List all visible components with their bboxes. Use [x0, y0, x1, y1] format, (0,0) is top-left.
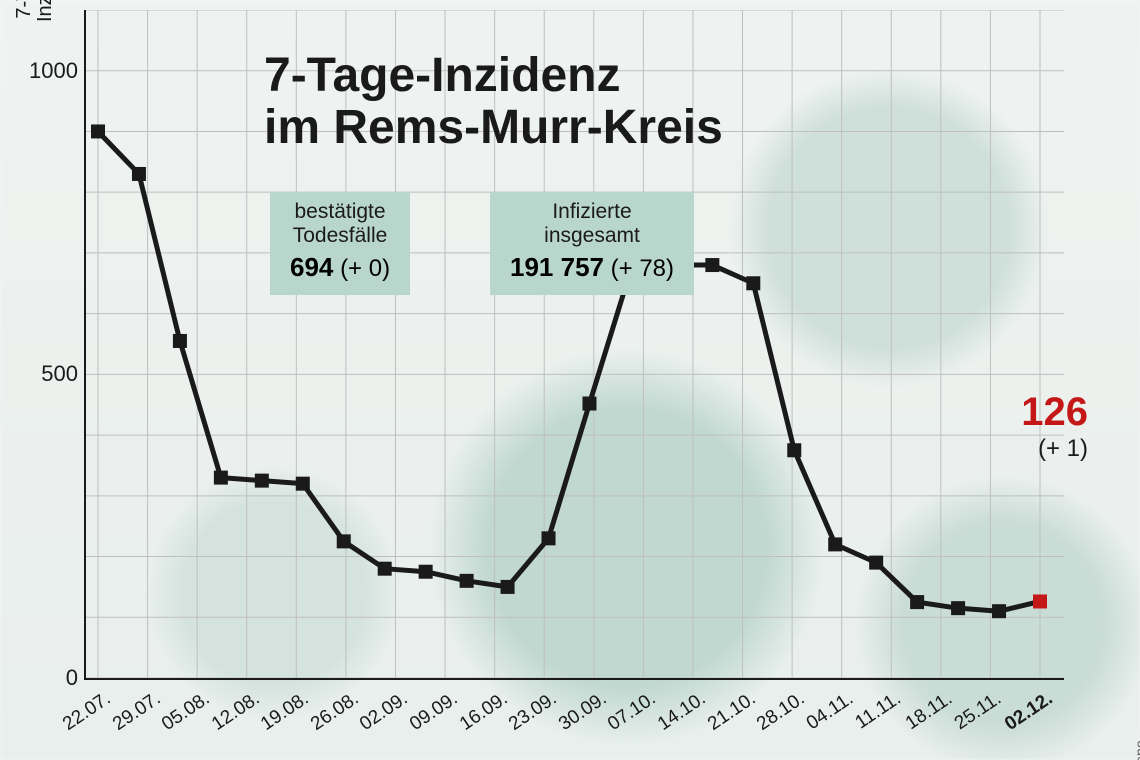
stat-deaths-label2: Todesfälle [293, 224, 388, 247]
callout-delta: (+ 1) [1021, 435, 1088, 463]
title-line-1: 7-Tage-Inzidenz [264, 49, 620, 102]
chart-title: 7-Tage-Inzidenz im Rems-Murr-Kreis [264, 50, 723, 154]
credit-image: Bild: Adobe Stock/Gilang Prihardono [1132, 740, 1140, 760]
callout-value: 126 [1021, 390, 1088, 435]
stat-deaths-number: 694 [290, 252, 333, 282]
stat-infected-label: Infizierte insgesamt [510, 200, 674, 248]
y-axis-title: 7-Tage- Inzidenz [14, 0, 56, 22]
stat-infected-delta: (+ 78) [611, 255, 674, 282]
stat-box-deaths: bestätigte Todesfälle 694 (+ 0) [270, 192, 410, 295]
stat-infected-number: 191 757 [510, 252, 604, 282]
credits: Quelle: LRA Rems-Murr-Kreis Grafik: Sind… [1132, 740, 1140, 760]
y-tick: 500 [41, 361, 78, 387]
stat-deaths-label: bestätigte Todesfälle [290, 200, 390, 248]
y-tick: 1000 [29, 58, 78, 84]
stat-deaths-value: 694 (+ 0) [290, 252, 390, 283]
stat-infected-label2: insgesamt [544, 224, 640, 247]
y-tick: 0 [66, 665, 78, 691]
stat-infected-label1: Infizierte [552, 200, 631, 223]
stat-infected-value: 191 757 (+ 78) [510, 252, 674, 283]
stat-deaths-delta: (+ 0) [340, 255, 390, 282]
stat-deaths-label1: bestätigte [295, 200, 386, 223]
stat-box-infected: Infizierte insgesamt 191 757 (+ 78) [490, 192, 694, 295]
last-value-callout: 126 (+ 1) [1021, 390, 1088, 463]
title-line-2: im Rems-Murr-Kreis [264, 101, 723, 154]
